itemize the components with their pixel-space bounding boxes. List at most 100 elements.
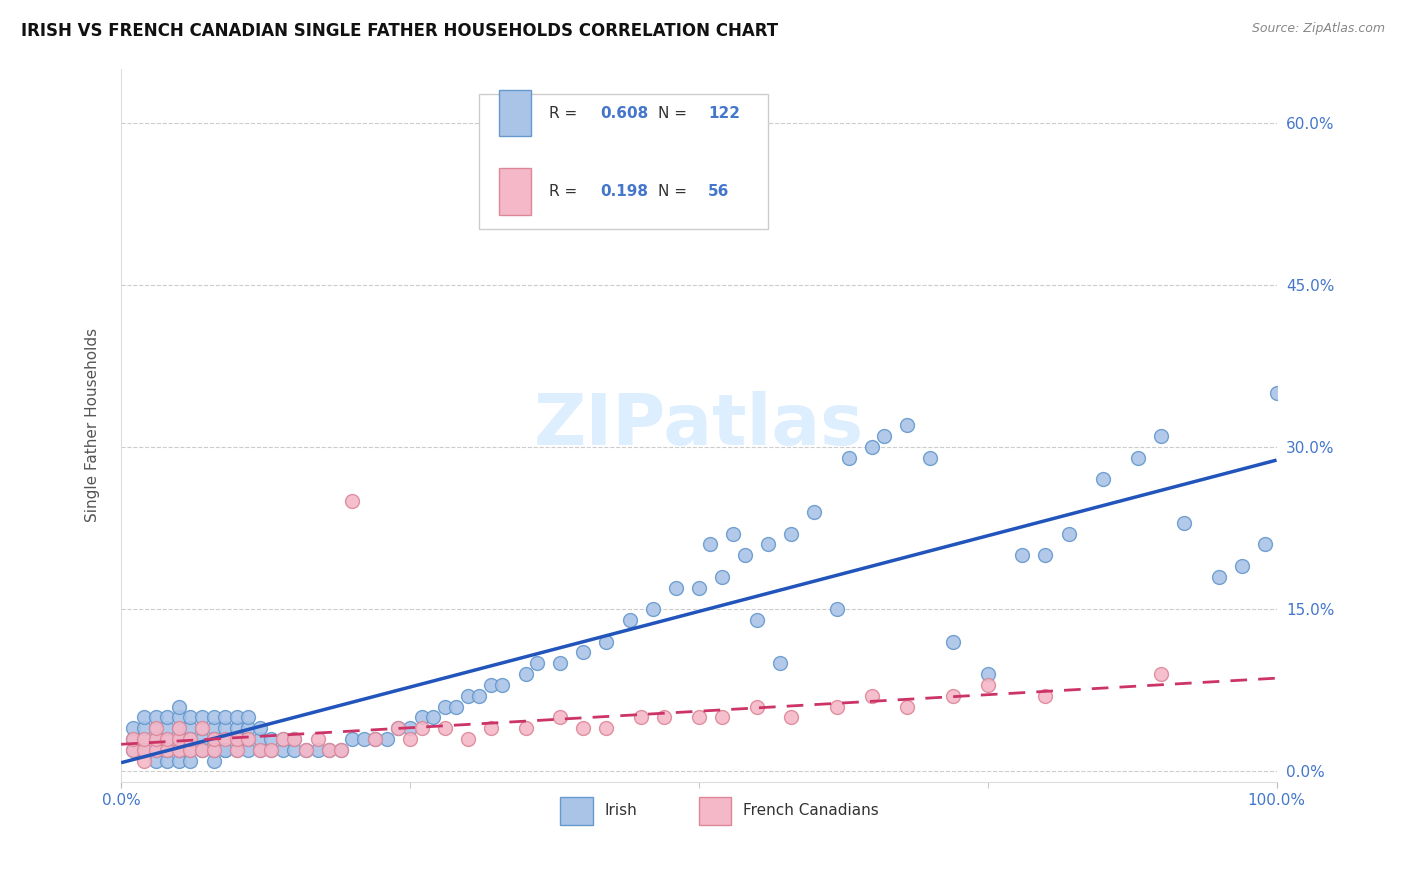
Text: French Canadians: French Canadians <box>742 804 879 818</box>
Point <box>342 494 364 508</box>
Point <box>827 699 849 714</box>
Point <box>225 743 247 757</box>
Point <box>595 634 617 648</box>
Text: 0.608: 0.608 <box>600 105 650 120</box>
Point <box>595 721 617 735</box>
Point <box>249 743 271 757</box>
Point <box>238 731 260 746</box>
Point <box>179 710 201 724</box>
Point <box>134 710 156 724</box>
Point <box>167 721 190 735</box>
Point <box>167 731 190 746</box>
Point <box>271 731 294 746</box>
Point <box>121 743 143 757</box>
Point <box>688 710 710 724</box>
Point <box>411 710 433 724</box>
Point <box>167 699 190 714</box>
Point <box>1057 526 1080 541</box>
Point <box>1035 689 1057 703</box>
Point <box>860 689 883 703</box>
Point <box>780 710 803 724</box>
FancyBboxPatch shape <box>699 797 731 825</box>
Point <box>260 743 283 757</box>
Point <box>387 721 409 735</box>
Text: ZIPatlas: ZIPatlas <box>534 391 863 460</box>
Point <box>145 731 167 746</box>
Point <box>191 743 214 757</box>
Point <box>896 699 918 714</box>
Point <box>942 634 965 648</box>
Point <box>329 743 352 757</box>
Point <box>214 731 236 746</box>
Point <box>723 526 745 541</box>
Point <box>399 721 422 735</box>
Point <box>202 743 225 757</box>
Point <box>283 731 305 746</box>
Point <box>283 743 305 757</box>
Point <box>918 450 941 465</box>
Point <box>1126 450 1149 465</box>
Point <box>238 721 260 735</box>
Point <box>156 731 179 746</box>
Point <box>156 743 179 757</box>
Point <box>342 731 364 746</box>
Point <box>1265 386 1288 401</box>
Point <box>1092 473 1115 487</box>
Point <box>479 721 502 735</box>
Text: N =: N = <box>658 105 692 120</box>
Point <box>214 710 236 724</box>
FancyBboxPatch shape <box>499 90 531 136</box>
Point <box>491 678 513 692</box>
Point <box>515 721 537 735</box>
Point <box>641 602 664 616</box>
Point <box>191 710 214 724</box>
Point <box>976 678 998 692</box>
Point <box>167 721 190 735</box>
Point <box>156 731 179 746</box>
Point <box>249 731 271 746</box>
Point <box>225 710 247 724</box>
Point <box>411 721 433 735</box>
Point <box>202 743 225 757</box>
Point <box>202 731 225 746</box>
Point <box>238 731 260 746</box>
Point <box>225 731 247 746</box>
Point <box>630 710 652 724</box>
Point <box>307 743 329 757</box>
Point <box>457 689 479 703</box>
Text: Source: ZipAtlas.com: Source: ZipAtlas.com <box>1251 22 1385 36</box>
Point <box>134 731 156 746</box>
Point <box>145 721 167 735</box>
Text: R =: R = <box>548 105 582 120</box>
Point <box>756 537 779 551</box>
Point <box>387 721 409 735</box>
Point <box>619 613 641 627</box>
Point <box>249 721 271 735</box>
Point <box>1208 570 1230 584</box>
Point <box>214 731 236 746</box>
Point <box>145 743 167 757</box>
Point <box>145 710 167 724</box>
Point <box>665 581 688 595</box>
Text: 122: 122 <box>709 105 740 120</box>
Point <box>225 743 247 757</box>
Point <box>803 505 825 519</box>
Point <box>121 731 143 746</box>
Point <box>156 721 179 735</box>
Point <box>202 754 225 768</box>
Point <box>121 721 143 735</box>
Point <box>179 721 201 735</box>
Point <box>710 570 733 584</box>
Point <box>134 721 156 735</box>
Point <box>191 743 214 757</box>
Point <box>942 689 965 703</box>
Point <box>734 548 756 562</box>
Point <box>652 710 675 724</box>
Point <box>769 657 792 671</box>
Point <box>827 602 849 616</box>
Point <box>145 731 167 746</box>
Point <box>444 699 467 714</box>
Point <box>225 721 247 735</box>
Point <box>134 743 156 757</box>
Point <box>329 743 352 757</box>
